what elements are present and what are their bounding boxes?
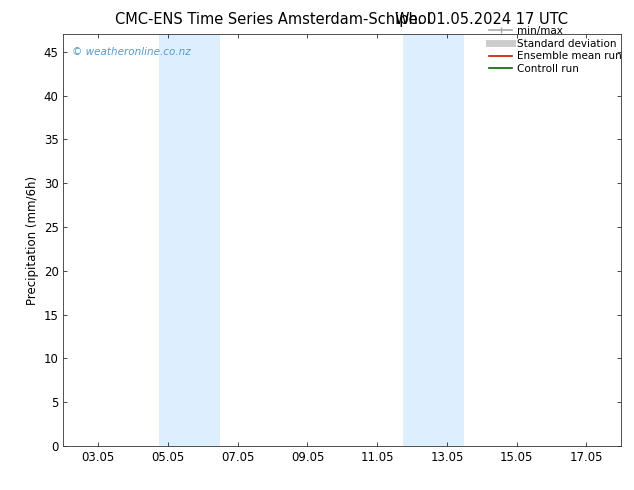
Text: CMC-ENS Time Series Amsterdam-Schiphol: CMC-ENS Time Series Amsterdam-Schiphol	[115, 12, 430, 27]
Bar	[403, 34, 464, 446]
Text: © weatheronline.co.nz: © weatheronline.co.nz	[72, 47, 191, 57]
Bar	[159, 34, 221, 446]
Legend: min/max, Standard deviation, Ensemble mean run, Controll run: min/max, Standard deviation, Ensemble me…	[489, 26, 621, 74]
Text: We. 01.05.2024 17 UTC: We. 01.05.2024 17 UTC	[396, 12, 568, 27]
Y-axis label: Precipitation (mm/6h): Precipitation (mm/6h)	[27, 175, 39, 305]
